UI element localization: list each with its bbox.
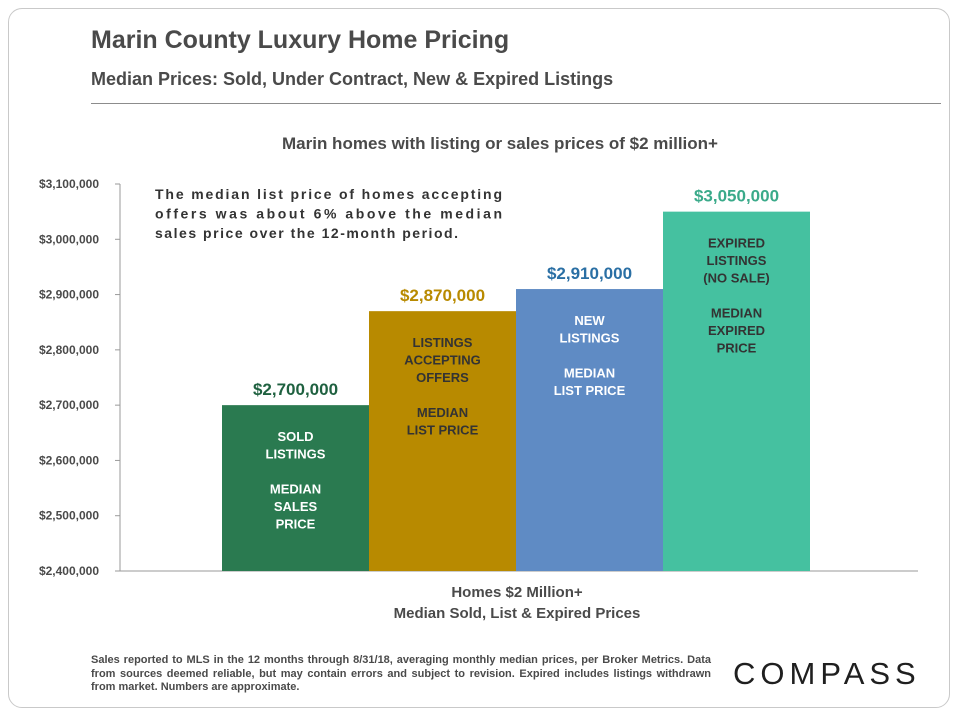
header-divider [91, 103, 941, 104]
bar-inner-label: SALES [274, 499, 318, 514]
bar-value-label: $2,870,000 [400, 286, 485, 305]
x-axis-label: Homes $2 Million+ [451, 584, 583, 601]
bar-inner-label: SOLD [277, 429, 313, 444]
footnote: Sales reported to MLS in the 12 months t… [91, 654, 711, 693]
bar-inner-label: LISTINGS [266, 447, 326, 462]
y-tick-label: $2,600,000 [39, 453, 99, 467]
chart-annotation: The median list price of homes accepting [155, 186, 502, 202]
bar-inner-label: LISTINGS [707, 253, 767, 268]
bar-inner-label: MEDIAN [711, 306, 762, 321]
chart-annotation: sales price over the 12-month period. [155, 225, 458, 241]
bar-inner-label: ACCEPTING [404, 353, 481, 368]
bar-inner-label: EXPIRED [708, 236, 765, 251]
bar-inner-label: LISTINGS [560, 331, 620, 346]
chart-annotation: offers was about 6% above the median [155, 206, 502, 222]
bar [369, 311, 516, 571]
brand-logo: COMPASS [733, 656, 921, 691]
bar-inner-label: PRICE [276, 517, 316, 532]
bar [222, 405, 369, 571]
page-subtitle: Median Prices: Sold, Under Contract, New… [91, 69, 614, 89]
bar-inner-label: MEDIAN [417, 405, 468, 420]
bar-inner-label: NEW [574, 313, 605, 328]
chart-title: Marin homes with listing or sales prices… [282, 134, 718, 153]
y-tick-label: $2,700,000 [39, 398, 99, 412]
bar-inner-label: MEDIAN [270, 482, 321, 497]
bar-inner-label: LIST PRICE [407, 423, 479, 438]
bar-inner-label: MEDIAN [564, 366, 615, 381]
bar-inner-label: PRICE [717, 341, 757, 356]
bar [516, 289, 663, 571]
bar-inner-label: LIST PRICE [554, 383, 626, 398]
y-tick-label: $2,900,000 [39, 288, 99, 302]
bar-inner-label: EXPIRED [708, 323, 765, 338]
y-tick-label: $2,800,000 [39, 343, 99, 357]
bar-value-label: $3,050,000 [694, 187, 779, 206]
y-tick-label: $2,500,000 [39, 509, 99, 523]
y-tick-label: $3,100,000 [39, 177, 99, 191]
y-tick-label: $2,400,000 [39, 564, 99, 578]
bar [663, 211, 810, 571]
x-axis-label: Median Sold, List & Expired Prices [394, 605, 641, 622]
bar-value-label: $2,910,000 [547, 264, 632, 283]
bar-inner-label: OFFERS [416, 370, 469, 385]
page-title: Marin County Luxury Home Pricing [91, 26, 510, 54]
y-tick-label: $3,000,000 [39, 232, 99, 246]
bar-inner-label: LISTINGS [413, 335, 473, 350]
bar-inner-label: (NO SALE) [703, 271, 769, 286]
bar-value-label: $2,700,000 [253, 380, 338, 399]
